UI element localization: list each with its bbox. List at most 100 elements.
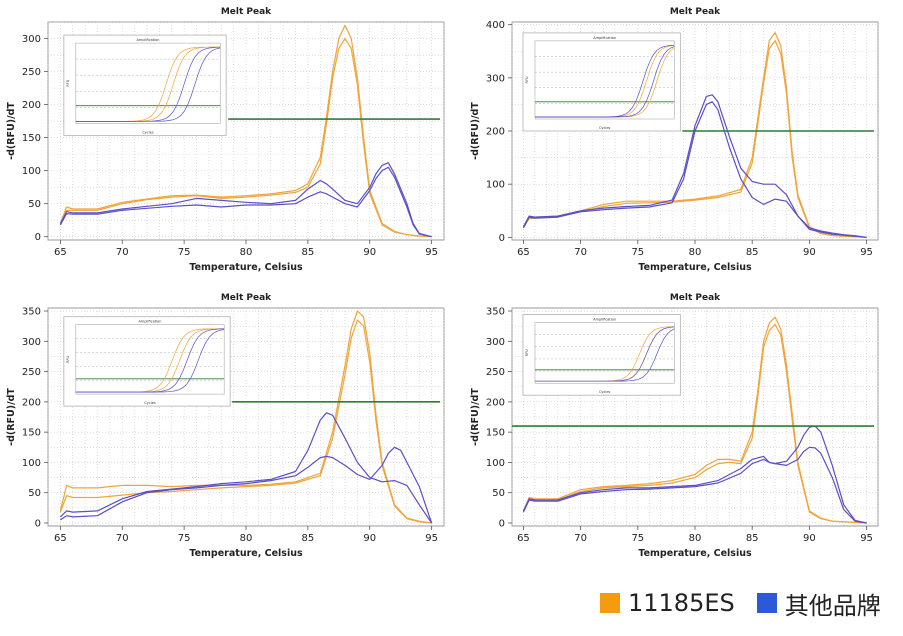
inset-x-label: Cycles <box>599 126 611 130</box>
x-tick-label: 65 <box>517 247 530 258</box>
x-tick-label: 65 <box>517 533 530 544</box>
x-tick-label: 65 <box>54 247 67 258</box>
x-tick-label: 80 <box>240 533 253 544</box>
x-tick-label: 80 <box>689 533 702 544</box>
series-line-blue <box>59 162 432 238</box>
inset-title: Amplification <box>593 36 616 40</box>
x-tick-label: 75 <box>178 247 191 258</box>
y-tick-label: 0 <box>499 518 505 529</box>
y-tick-label: 0 <box>499 233 505 244</box>
y-tick-label: 50 <box>28 199 41 210</box>
inset-frame <box>522 314 681 396</box>
inset-title: Amplification <box>593 318 616 322</box>
series-line-blue <box>522 446 867 524</box>
melt-peak-panel-2: Melt Peak 65 70 75 80 85 90 95 0 100 200 300 400 Temp… <box>470 7 879 273</box>
x-tick-label: 75 <box>631 533 644 544</box>
legend-swatch-blue <box>756 593 777 613</box>
series-line-blue <box>59 412 433 524</box>
y-tick-label: 300 <box>22 34 41 45</box>
melt-peak-panel-3: Melt Peak 65 70 75 80 85 90 95 0 50 100 150 200 250 30… <box>6 293 445 559</box>
x-tick-label: 85 <box>746 247 759 258</box>
legend: 11185ES 其他品牌 <box>600 588 903 620</box>
melt-peak-panel-4: Melt Peak 65 70 75 80 85 90 95 0 50 100 150 200 250 30… <box>470 293 879 559</box>
legend-label-11185es: 11185ES <box>628 589 735 617</box>
y-tick-label: 100 <box>22 458 41 469</box>
y-tick-label: 300 <box>486 337 505 348</box>
x-tick-label: 80 <box>689 247 702 258</box>
x-tick-label: 75 <box>178 533 191 544</box>
x-tick-label: 70 <box>116 247 129 258</box>
legend-label-other-brand: 其他品牌 <box>784 591 881 620</box>
y-axis-label: -d(RFU)/dT <box>470 102 481 160</box>
x-tick-label: 90 <box>363 247 376 258</box>
x-axis-label: Temperature, Celsius <box>189 548 303 559</box>
inset-curve-blue <box>535 46 675 118</box>
y-tick-label: 0 <box>35 518 41 529</box>
y-tick-label: 350 <box>22 307 41 318</box>
chart-title: Melt Peak <box>221 293 272 303</box>
y-tick-label: 50 <box>28 488 41 499</box>
x-tick-label: 70 <box>574 533 587 544</box>
y-tick-label: 300 <box>486 73 505 84</box>
inset-y-label: RFU <box>525 76 529 83</box>
y-axis-label: -d(RFU)/dT <box>6 102 17 160</box>
inset-x-label: Cycles <box>599 390 611 394</box>
y-tick-label: 350 <box>486 307 505 318</box>
x-axis-label: Temperature, Celsius <box>638 548 752 559</box>
x-tick-label: 85 <box>302 533 315 544</box>
x-tick-label: 80 <box>240 247 253 258</box>
inset-plot-area <box>534 322 675 384</box>
series-line-orange <box>59 24 432 238</box>
amplification-inset: Amplification Cycles RFU <box>63 316 231 407</box>
inset-title: Amplification <box>137 38 160 42</box>
x-tick-label: 95 <box>425 533 438 544</box>
x-tick-label: 90 <box>803 533 816 544</box>
x-tick-label: 70 <box>116 533 129 544</box>
melt-peak-panel-1: Melt Peak 65 70 75 80 85 90 95 0 50 100 150 200 250 30… <box>6 7 445 273</box>
chart-title: Melt Peak <box>221 7 272 17</box>
y-tick-label: 100 <box>486 180 505 191</box>
inset-plot-area <box>534 40 675 120</box>
inset-y-label: RFU <box>66 79 70 86</box>
x-tick-label: 95 <box>425 247 438 258</box>
y-tick-label: 200 <box>486 127 505 138</box>
inset-frame <box>63 316 231 407</box>
inset-plot-area <box>75 324 225 395</box>
series-line-blue <box>522 425 867 524</box>
series-line-blue <box>59 166 432 238</box>
inset-x-label: Cycles <box>144 401 156 405</box>
x-tick-label: 90 <box>363 533 376 544</box>
x-tick-label: 95 <box>860 247 873 258</box>
inset-y-label: RFU <box>525 349 529 356</box>
series-line-blue <box>522 94 867 238</box>
inset-plot-area <box>75 42 221 124</box>
series-line-blue <box>522 101 867 238</box>
y-tick-label: 200 <box>486 397 505 408</box>
x-axis-label: Temperature, Celsius <box>189 262 303 273</box>
y-tick-label: 250 <box>22 67 41 78</box>
inset-x-label: Cycles <box>142 130 154 134</box>
x-tick-label: 85 <box>302 247 315 258</box>
series-line-orange <box>522 316 867 524</box>
inset-y-label: RFU <box>66 355 70 362</box>
y-tick-label: 150 <box>22 428 41 439</box>
amplification-inset: Amplification Cycles RFU <box>63 34 227 136</box>
inset-curve-blue <box>75 329 225 393</box>
y-axis-label: -d(RFU)/dT <box>470 388 481 446</box>
x-tick-label: 75 <box>631 247 644 258</box>
x-tick-label: 90 <box>803 247 816 258</box>
series-line-blue <box>60 446 433 524</box>
x-tick-label: 85 <box>746 533 759 544</box>
legend-swatch-orange <box>600 593 620 613</box>
x-tick-label: 70 <box>574 247 587 258</box>
series-line-orange <box>59 37 432 238</box>
inset-curve-blue <box>535 328 675 382</box>
y-axis-label: -d(RFU)/dT <box>6 388 17 446</box>
chart-title: Melt Peak <box>670 7 721 17</box>
inset-frame <box>63 34 227 136</box>
x-axis-label: Temperature, Celsius <box>638 262 752 273</box>
y-tick-label: 100 <box>22 166 41 177</box>
y-tick-label: 400 <box>486 20 505 31</box>
y-tick-label: 200 <box>22 397 41 408</box>
